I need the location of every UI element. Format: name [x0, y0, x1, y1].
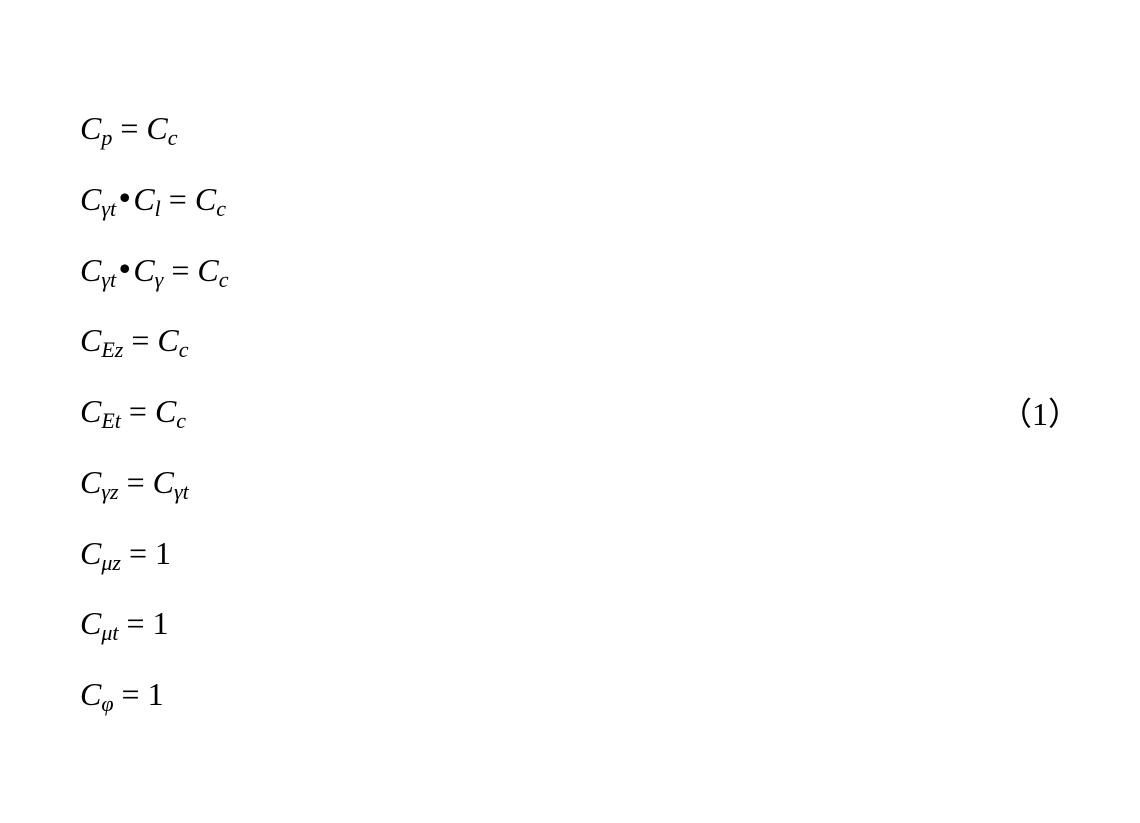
sub-Et: Et: [101, 406, 121, 437]
value-1: 1: [148, 672, 164, 717]
dot-operator: •: [119, 175, 130, 220]
equation-line-8: Cμt = 1: [80, 601, 229, 646]
var-C: C: [80, 672, 101, 717]
equation-line-3: Cγt • Cγ = Cc: [80, 248, 229, 293]
var-C: C: [80, 389, 101, 434]
sub-c: c: [176, 406, 186, 437]
sub-mu-t: μt: [101, 618, 118, 649]
var-C: C: [80, 248, 101, 293]
sub-c: c: [168, 123, 178, 154]
equation-line-9: Cφ = 1: [80, 672, 229, 717]
sub-p: p: [101, 123, 112, 154]
equation-line-4: CEz = Cc: [80, 318, 229, 363]
var-C: C: [80, 460, 101, 505]
var-C: C: [80, 177, 101, 222]
sub-gamma-t: γt: [174, 477, 189, 508]
sub-mu-z: μz: [101, 548, 121, 579]
equation-line-5: CEt = Cc: [80, 389, 229, 434]
var-C: C: [133, 177, 154, 222]
sub-Ez: Ez: [101, 335, 123, 366]
sub-gamma-t: γt: [101, 265, 116, 296]
dot-operator: •: [119, 246, 130, 291]
var-C: C: [80, 318, 101, 363]
sub-l: l: [155, 194, 161, 225]
var-C: C: [80, 106, 101, 151]
equals-sign: =: [169, 177, 187, 222]
equation-system: Cp = Cc Cγt • Cl = Cc Cγt • Cγ = Cc CEz …: [80, 106, 229, 717]
var-C: C: [80, 601, 101, 646]
equals-sign: =: [129, 389, 147, 434]
var-C: C: [80, 531, 101, 576]
equals-sign: =: [129, 531, 147, 576]
equals-sign: =: [171, 248, 189, 293]
sub-c: c: [179, 335, 189, 366]
var-C: C: [153, 460, 174, 505]
equation-line-1: Cp = Cc: [80, 106, 229, 151]
var-C: C: [195, 177, 216, 222]
sub-gamma-z: γz: [101, 477, 118, 508]
equation-line-7: Cμz = 1: [80, 531, 229, 576]
var-C: C: [197, 248, 218, 293]
equation-line-2: Cγt • Cl = Cc: [80, 177, 229, 222]
equals-sign: =: [127, 460, 145, 505]
equals-sign: =: [122, 672, 140, 717]
equation-number: （1）: [1000, 389, 1080, 435]
equation-block: Cp = Cc Cγt • Cl = Cc Cγt • Cγ = Cc CEz …: [80, 30, 1060, 793]
sub-c: c: [216, 194, 226, 225]
var-C: C: [157, 318, 178, 363]
sub-phi: φ: [101, 689, 113, 720]
sub-gamma: γ: [155, 265, 164, 296]
equals-sign: =: [120, 106, 138, 151]
var-C: C: [133, 248, 154, 293]
equals-sign: =: [127, 601, 145, 646]
equation-line-6: Cγz = Cγt: [80, 460, 229, 505]
value-1: 1: [153, 601, 169, 646]
var-C: C: [146, 106, 167, 151]
sub-gamma-t: γt: [101, 194, 116, 225]
value-1: 1: [155, 531, 171, 576]
equals-sign: =: [131, 318, 149, 363]
sub-c: c: [219, 265, 229, 296]
var-C: C: [155, 389, 176, 434]
